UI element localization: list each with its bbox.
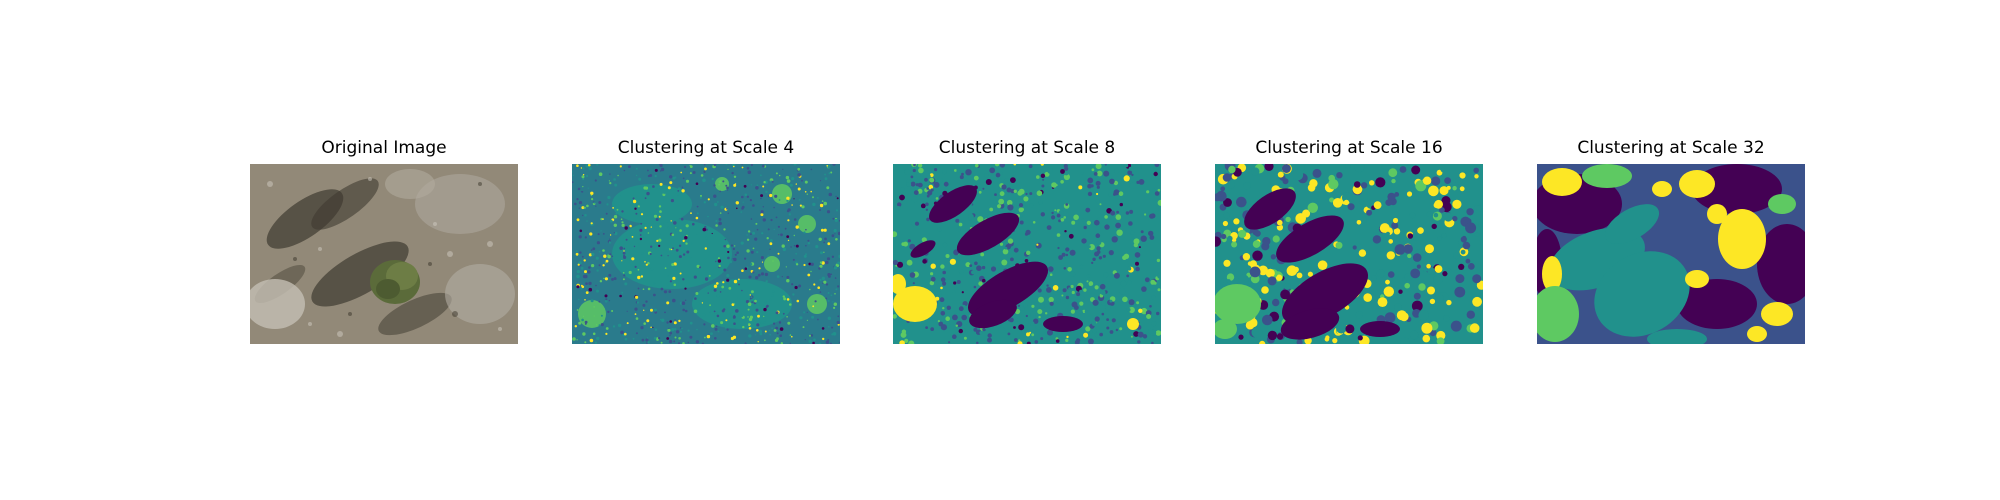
panel-title-scale-32: Clustering at Scale 32: [1577, 138, 1765, 158]
cluster-map-scale-4: [572, 164, 840, 344]
cluster-map-scale-32: [1537, 164, 1805, 344]
panel-title-scale-4: Clustering at Scale 4: [617, 138, 795, 158]
panel-title-original: Original Image: [321, 138, 447, 158]
cluster-map-scale-8: [893, 164, 1161, 344]
cluster-map-scale-16: [1215, 164, 1483, 344]
panel-title-scale-16: Clustering at Scale 16: [1255, 138, 1443, 158]
panel-title-scale-8: Clustering at Scale 8: [938, 138, 1116, 158]
original-image: [250, 164, 518, 344]
